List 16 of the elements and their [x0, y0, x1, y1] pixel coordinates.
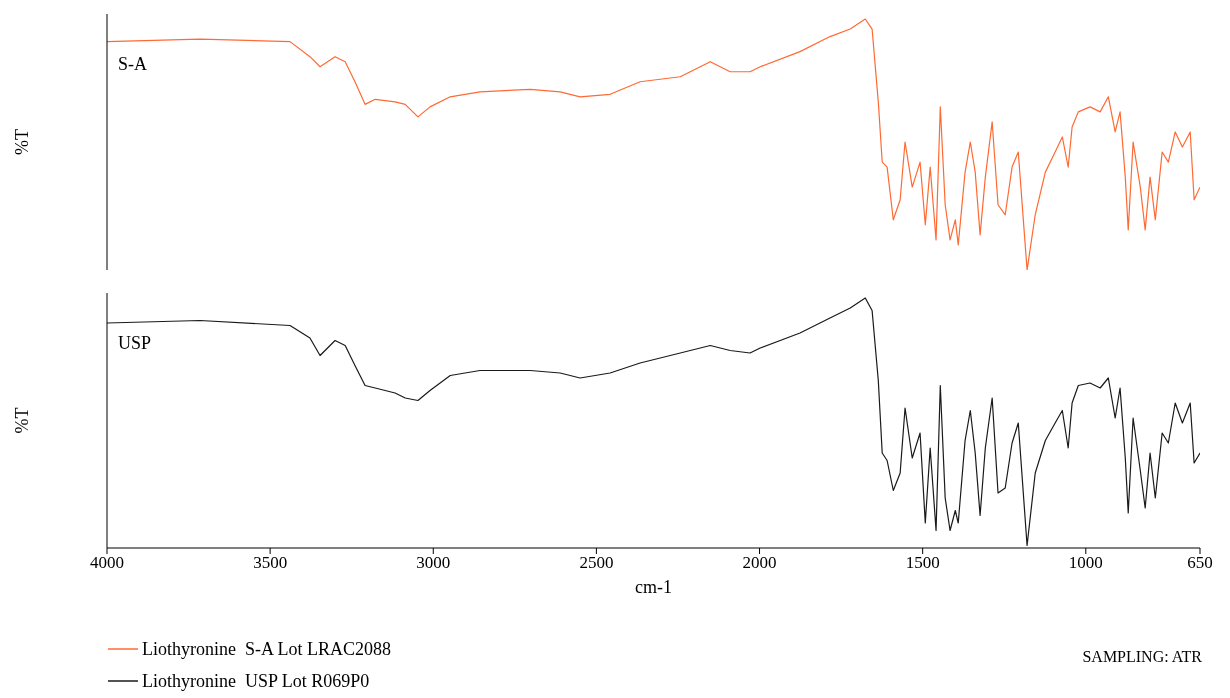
legend-label: Liothyronine USP Lot R069P0 [142, 670, 370, 692]
y-axis-title: %T [12, 407, 33, 434]
x-tick-label: 3500 [253, 553, 288, 573]
x-tick-label: 2000 [742, 553, 777, 573]
legend-label: Liothyronine S-A Lot LRAC2088 [142, 638, 391, 660]
y-axis-title: %T [12, 129, 33, 155]
x-tick-label: 2500 [579, 553, 614, 573]
x-axis-title: cm-1 [635, 577, 672, 597]
annotation: USP [118, 333, 152, 354]
x-tick-label: 1500 [905, 553, 940, 573]
text: SAMPLING: ATR [1082, 648, 1202, 666]
annotation: S-A [118, 54, 148, 75]
x-tick-label: 4000 [90, 553, 124, 573]
x-tick-label: 3000 [416, 553, 451, 573]
x-tick-label: 650 [1187, 553, 1213, 573]
x-tick-label: 1000 [1068, 553, 1103, 573]
